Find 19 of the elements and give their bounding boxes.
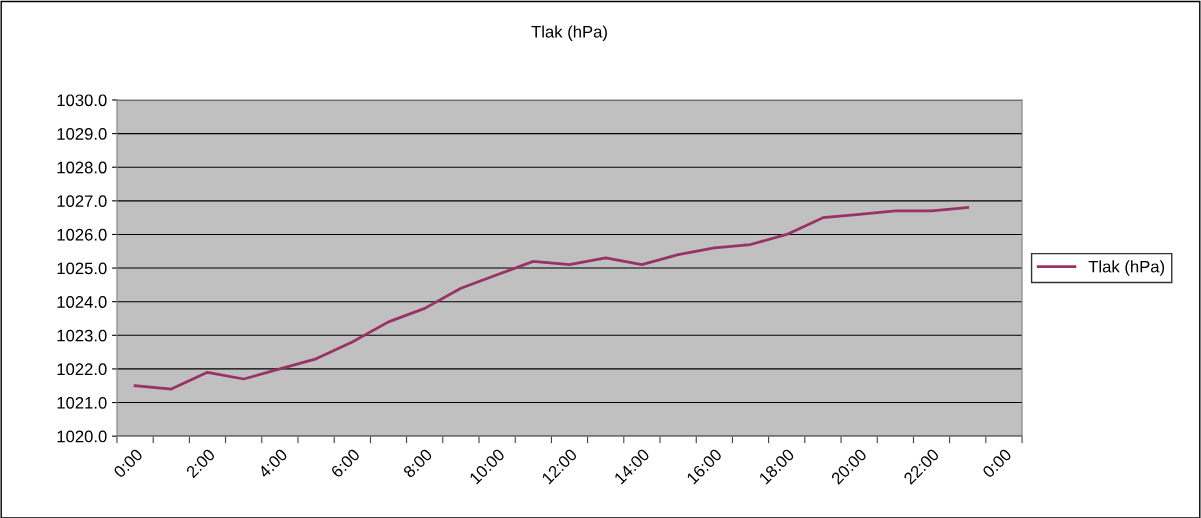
y-tick-label: 1028.0 [57,161,107,174]
y-tick-label: 1022.0 [57,363,107,376]
y-tick-label: 1025.0 [57,262,107,275]
y-tick-label: 1030.0 [57,94,107,107]
y-tick-label: 1023.0 [57,329,107,342]
legend-label: Tlak (hPa) [1088,260,1165,276]
y-tick-label: 1021.0 [57,396,107,409]
x-tick-label: 8:00 [402,448,433,479]
y-tick-label: 1020.0 [57,430,107,443]
y-tick-label: 1029.0 [57,127,107,140]
y-tick-label: 1024.0 [57,296,107,308]
y-tick-label: 1027.0 [57,195,107,208]
x-tick-label: 4:00 [257,448,289,479]
x-tick-label: 0:00 [981,448,1013,479]
x-tick-label: 0:00 [112,448,144,479]
chart-title: Tlak (hPa) [531,25,607,41]
line-series [133,206,970,391]
y-tick-label: 1026.0 [57,228,107,241]
x-tick-label: 6:00 [330,448,361,479]
